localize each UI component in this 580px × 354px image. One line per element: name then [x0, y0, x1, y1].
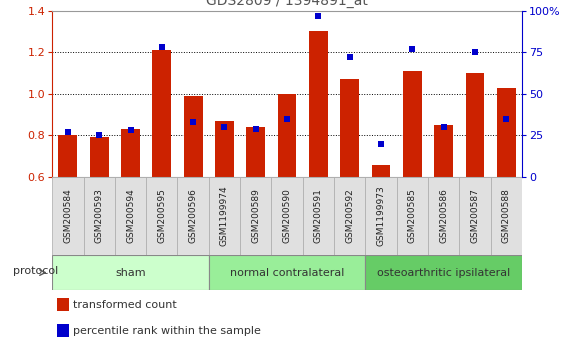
Bar [153, 50, 171, 177]
Text: GSM200596: GSM200596 [188, 188, 198, 244]
Point [345, 55, 354, 60]
Point [502, 116, 511, 122]
Bar [90, 137, 108, 177]
Bar [146, 177, 177, 255]
Bar [372, 165, 390, 177]
Title: GDS2809 / 1394891_at: GDS2809 / 1394891_at [206, 0, 368, 8]
Point [251, 126, 260, 132]
Bar [340, 79, 359, 177]
Text: GSM200584: GSM200584 [63, 189, 72, 243]
Bar [428, 177, 459, 255]
Text: osteoarthritic ipsilateral: osteoarthritic ipsilateral [377, 268, 510, 278]
Bar [466, 73, 484, 177]
Point [376, 141, 386, 147]
Point [220, 124, 229, 130]
Bar [121, 129, 140, 177]
Point [63, 129, 72, 135]
Bar [491, 177, 522, 255]
Bar [303, 177, 334, 255]
Point [157, 44, 166, 50]
Text: GSM200595: GSM200595 [157, 188, 166, 244]
Bar [209, 255, 365, 290]
Bar [184, 96, 202, 177]
Point [314, 13, 323, 18]
Text: sham: sham [115, 268, 146, 278]
Bar [271, 177, 303, 255]
Bar [278, 94, 296, 177]
Text: GSM1199974: GSM1199974 [220, 185, 229, 246]
Text: GSM200585: GSM200585 [408, 188, 417, 244]
Bar [309, 32, 328, 177]
Bar [240, 177, 271, 255]
Bar [397, 177, 428, 255]
Bar [215, 121, 234, 177]
Bar [403, 71, 422, 177]
Bar [57, 298, 68, 312]
Bar [209, 177, 240, 255]
Point [126, 127, 135, 133]
Bar [84, 177, 115, 255]
Text: GSM200594: GSM200594 [126, 189, 135, 243]
Bar [57, 324, 68, 337]
Text: GSM200587: GSM200587 [470, 188, 480, 244]
Bar [497, 87, 516, 177]
Point [470, 50, 480, 55]
Text: percentile rank within the sample: percentile rank within the sample [73, 326, 261, 336]
Text: transformed count: transformed count [73, 300, 177, 310]
Point [408, 46, 417, 52]
Bar [52, 255, 209, 290]
Bar [334, 177, 365, 255]
Bar [365, 255, 522, 290]
Bar [59, 135, 77, 177]
Text: GSM200591: GSM200591 [314, 188, 323, 244]
Point [95, 132, 104, 138]
Text: GSM200586: GSM200586 [439, 188, 448, 244]
Text: GSM200590: GSM200590 [282, 188, 292, 244]
Bar [365, 177, 397, 255]
Point [188, 119, 198, 125]
Bar [459, 177, 491, 255]
Text: GSM200592: GSM200592 [345, 189, 354, 243]
Bar [434, 125, 453, 177]
Bar [246, 127, 265, 177]
Bar [177, 177, 209, 255]
Bar [115, 177, 146, 255]
Text: GSM200588: GSM200588 [502, 188, 511, 244]
Text: protocol: protocol [13, 266, 59, 276]
Point [439, 124, 448, 130]
Text: normal contralateral: normal contralateral [230, 268, 345, 278]
Text: GSM200593: GSM200593 [95, 188, 104, 244]
Text: GSM1199973: GSM1199973 [376, 185, 386, 246]
Text: GSM200589: GSM200589 [251, 188, 260, 244]
Bar [52, 177, 84, 255]
Point [282, 116, 292, 122]
